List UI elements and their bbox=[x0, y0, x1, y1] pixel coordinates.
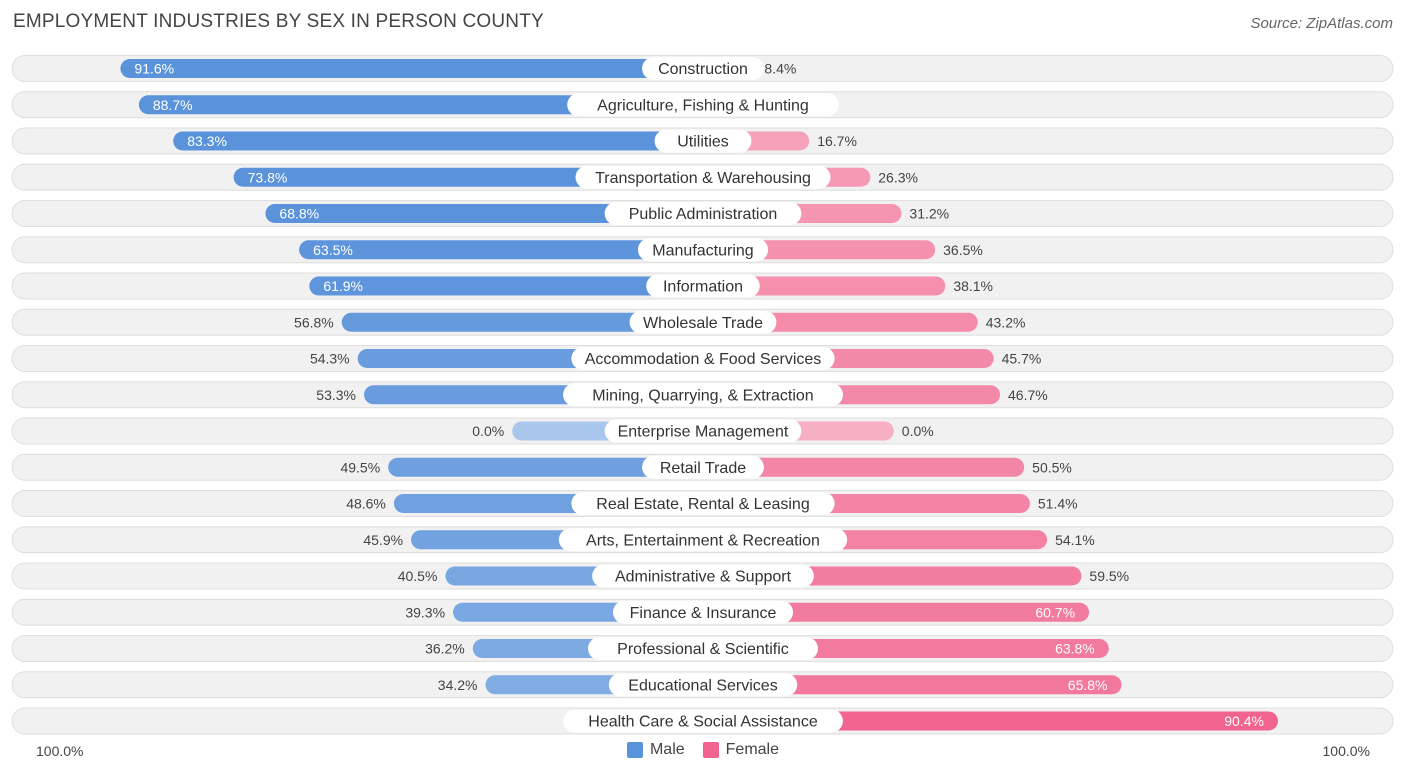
male-value-label: 88.7% bbox=[153, 97, 193, 113]
category-label: Wholesale Trade bbox=[643, 315, 763, 332]
male-value-label: 39.3% bbox=[405, 604, 445, 620]
category-label: Real Estate, Rental & Leasing bbox=[596, 496, 809, 513]
category-label: Transportation & Warehousing bbox=[595, 170, 811, 187]
male-bar bbox=[138, 95, 704, 115]
female-value-label: 65.8% bbox=[1068, 677, 1108, 693]
female-bar bbox=[703, 602, 1090, 622]
legend-item-female: Female bbox=[702, 741, 780, 759]
female-value-label: 45.7% bbox=[1002, 351, 1042, 367]
category-label: Enterprise Management bbox=[618, 424, 789, 441]
category-label-pill bbox=[588, 637, 818, 660]
male-bar bbox=[173, 131, 703, 151]
legend-male-label: Male bbox=[649, 741, 685, 758]
category-label-pill bbox=[604, 419, 802, 443]
male-value-label: 73.8% bbox=[248, 169, 288, 185]
category-label: Administrative & Support bbox=[615, 569, 792, 586]
male-swatch bbox=[626, 742, 643, 758]
category-label: Utilities bbox=[677, 134, 729, 151]
category-label-pill bbox=[629, 310, 777, 334]
category-label-pill bbox=[571, 492, 835, 515]
category-label-pill bbox=[646, 274, 760, 298]
female-value-label: 16.7% bbox=[817, 133, 857, 149]
category-label: Health Care & Social Assistance bbox=[588, 714, 818, 731]
female-value-label: 60.7% bbox=[1035, 604, 1075, 620]
category-label: Educational Services bbox=[628, 677, 777, 694]
female-value-label: 90.4% bbox=[1224, 713, 1264, 729]
female-value-label: 54.1% bbox=[1055, 532, 1095, 548]
category-label: Professional & Scientific bbox=[617, 641, 789, 658]
chart-title: EMPLOYMENT INDUSTRIES BY SEX IN PERSON C… bbox=[13, 11, 544, 32]
category-label-pill bbox=[604, 202, 802, 225]
male-bar bbox=[341, 312, 703, 332]
axis-left-label: 100.0% bbox=[36, 743, 84, 759]
male-bar bbox=[265, 204, 703, 223]
category-label: Accommodation & Food Services bbox=[585, 351, 822, 368]
female-value-label: 31.2% bbox=[909, 206, 949, 222]
male-value-label: 0.0% bbox=[472, 423, 504, 439]
female-value-label: 38.1% bbox=[953, 278, 993, 294]
category-label-pill bbox=[592, 564, 814, 588]
category-label-pill bbox=[563, 709, 843, 733]
male-bar bbox=[120, 59, 703, 78]
category-label: Manufacturing bbox=[652, 242, 753, 259]
category-label: Agriculture, Fishing & Hunting bbox=[597, 97, 809, 114]
category-label: Construction bbox=[658, 61, 748, 78]
male-value-label: 45.9% bbox=[363, 532, 403, 548]
female-value-label: 43.2% bbox=[986, 314, 1026, 330]
female-value-label: 8.4% bbox=[764, 61, 796, 77]
category-label-pill bbox=[642, 455, 764, 479]
female-bar bbox=[703, 711, 1278, 731]
female-value-label: 26.3% bbox=[878, 169, 918, 185]
male-value-label: 54.3% bbox=[310, 351, 350, 367]
category-label-pill bbox=[563, 383, 843, 407]
male-value-label: 48.6% bbox=[346, 496, 386, 512]
legend: Male Female bbox=[0, 741, 1406, 759]
category-label: Finance & Insurance bbox=[630, 605, 777, 622]
male-value-label: 34.2% bbox=[438, 677, 478, 693]
category-label-pill bbox=[575, 165, 831, 189]
source-credit: Source: ZipAtlas.com bbox=[1250, 15, 1393, 32]
male-value-label: 53.3% bbox=[316, 387, 356, 403]
male-value-label: 40.5% bbox=[398, 568, 438, 584]
category-label-pill bbox=[558, 528, 848, 552]
category-label-pill bbox=[637, 238, 769, 262]
legend-female-label: Female bbox=[725, 741, 780, 758]
female-value-label: 59.5% bbox=[1089, 568, 1129, 584]
male-value-label: 36.2% bbox=[425, 641, 465, 657]
male-bar bbox=[309, 276, 703, 296]
male-value-label: 91.6% bbox=[134, 61, 174, 77]
axis-right-label: 100.0% bbox=[1322, 743, 1370, 759]
male-bar bbox=[388, 457, 703, 477]
category-label: Retail Trade bbox=[660, 460, 746, 477]
category-label-pill bbox=[642, 57, 764, 80]
male-value-label: 61.9% bbox=[323, 278, 363, 294]
female-bar bbox=[703, 675, 1122, 695]
diverging-bar-chart: 91.6%8.4%Construction88.7%11.3%Agricultu… bbox=[11, 55, 1394, 735]
category-label: Arts, Entertainment & Recreation bbox=[586, 532, 820, 549]
male-value-label: 68.8% bbox=[279, 206, 319, 222]
female-value-label: 51.4% bbox=[1038, 496, 1078, 512]
female-value-label: 0.0% bbox=[902, 423, 934, 439]
category-label: Information bbox=[663, 279, 743, 296]
female-value-label: 36.5% bbox=[943, 242, 983, 258]
male-value-label: 63.5% bbox=[313, 242, 353, 258]
male-value-label: 49.5% bbox=[340, 459, 380, 475]
category-label: Mining, Quarrying, & Extraction bbox=[592, 387, 813, 404]
female-value-label: 46.7% bbox=[1008, 387, 1048, 403]
category-label: Public Administration bbox=[629, 206, 778, 223]
female-value-label: 63.8% bbox=[1055, 641, 1095, 657]
female-bar bbox=[703, 457, 1025, 477]
category-label-pill bbox=[612, 600, 794, 624]
female-value-label: 50.5% bbox=[1032, 459, 1072, 475]
category-label-pill bbox=[608, 673, 798, 697]
category-label-pill bbox=[567, 93, 839, 117]
male-bar bbox=[299, 240, 703, 260]
legend-item-male: Male bbox=[626, 741, 685, 759]
category-label-pill bbox=[654, 129, 752, 153]
male-value-label: 56.8% bbox=[294, 314, 334, 330]
male-value-label: 83.3% bbox=[187, 133, 227, 149]
category-label-pill bbox=[571, 347, 835, 370]
female-bar bbox=[703, 276, 946, 296]
female-swatch bbox=[702, 742, 719, 758]
